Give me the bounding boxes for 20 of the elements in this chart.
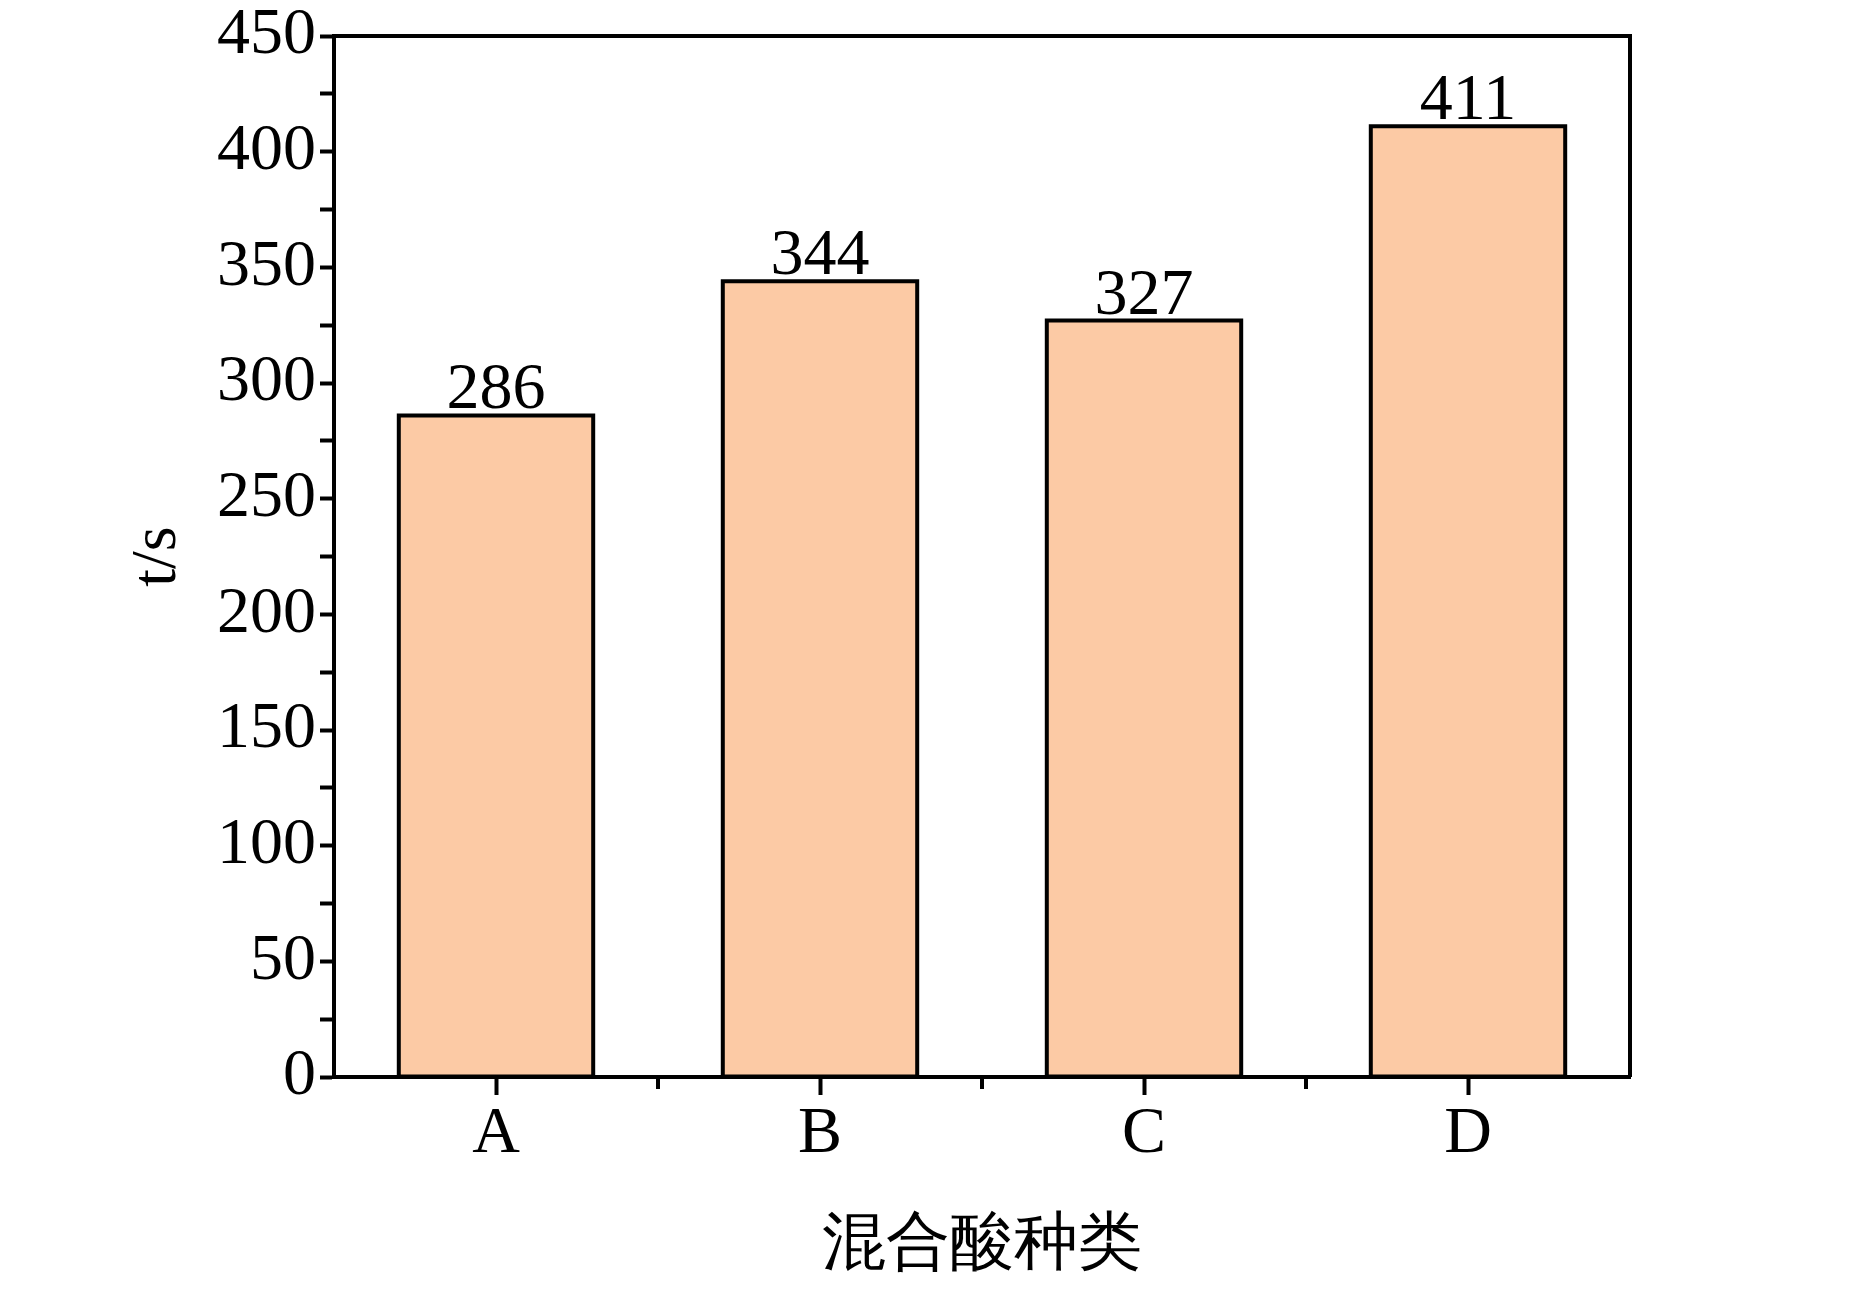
data-label: 344 — [770, 215, 870, 289]
y-axis-title: t/s — [118, 526, 190, 587]
data-label: 286 — [446, 349, 546, 423]
x-tick-label: C — [1121, 1092, 1167, 1166]
y-tick-label: 150 — [217, 688, 316, 762]
data-label: 327 — [1094, 254, 1194, 328]
x-axis-title: 混合酸种类 — [822, 1206, 1142, 1278]
y-tick-label: 200 — [217, 572, 316, 646]
y-tick-label: 450 — [217, 0, 316, 68]
data-label: 411 — [1419, 60, 1517, 134]
y-tick-label: 250 — [217, 456, 316, 530]
y-tick-label: 400 — [217, 109, 316, 183]
x-tick-label: B — [797, 1092, 843, 1166]
y-tick-label: 100 — [217, 803, 316, 877]
x-tick-label: A — [472, 1092, 521, 1166]
y-tick-label: 350 — [217, 225, 316, 299]
y-tick-label: 50 — [250, 919, 316, 993]
y-tick-label: 0 — [283, 1035, 316, 1109]
y-tick-label: 300 — [217, 341, 316, 415]
x-tick-label: D — [1444, 1092, 1492, 1166]
